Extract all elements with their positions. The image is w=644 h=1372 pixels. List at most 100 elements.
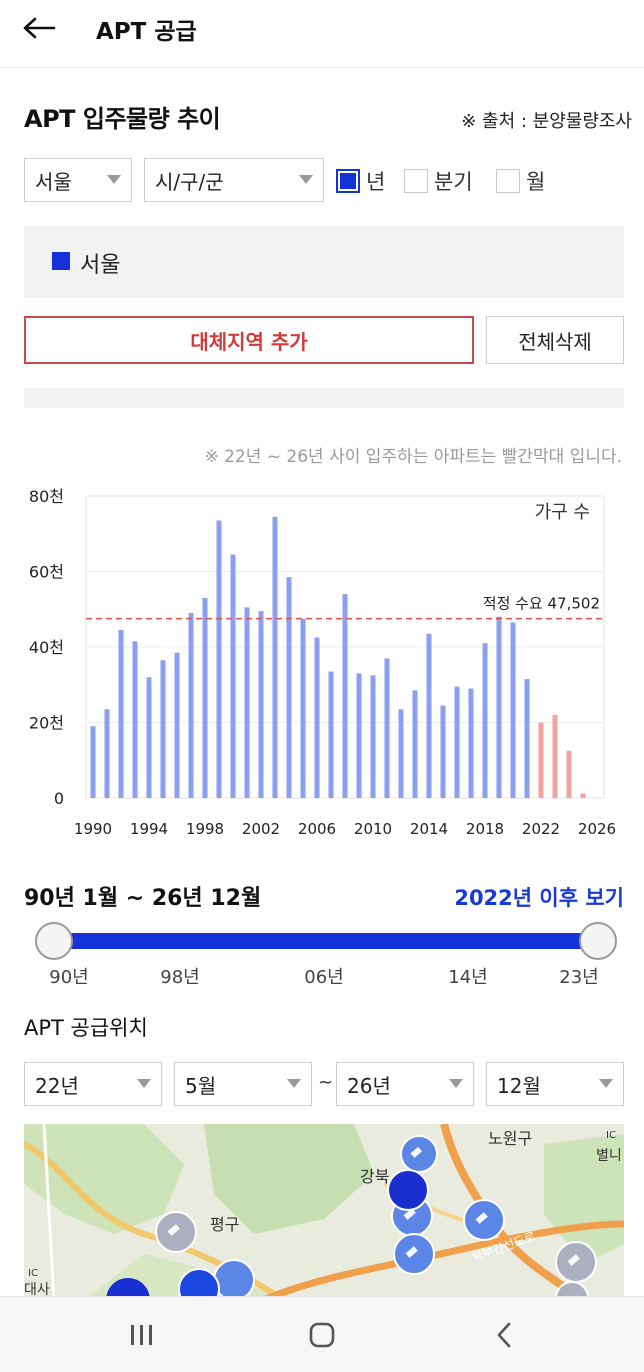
system-nav-bar (0, 1296, 644, 1372)
region-select[interactable]: 서울 (24, 158, 132, 202)
recent-apps-icon (131, 1325, 152, 1345)
district-select-value: 시/구/군 (155, 169, 224, 194)
chart-bar (272, 516, 278, 798)
top-bar: APT 공급 (0, 0, 644, 68)
to-month-value: 12월 (497, 1073, 541, 1098)
add-region-button[interactable]: 대체지역 추가 (24, 316, 474, 364)
region-select-value: 서울 (35, 169, 72, 194)
period-option-month[interactable]: 월 (496, 166, 545, 196)
chevron-down-icon (107, 175, 121, 184)
chart-bar (216, 520, 222, 798)
chart-bar (104, 709, 110, 798)
to-year-value: 26년 (347, 1073, 391, 1098)
back-chevron-icon (497, 1322, 511, 1348)
district-select[interactable]: 시/구/군 (144, 158, 324, 202)
x-tick-label: 1994 (130, 820, 168, 838)
chart-legend-label: 가구 수 (535, 502, 590, 523)
y-tick-label: 0 (54, 789, 64, 808)
chevron-down-icon (287, 1079, 301, 1088)
from-year-select[interactable]: 22년 (24, 1062, 162, 1106)
period-option-year[interactable]: 년 (336, 166, 385, 196)
map-label: 평구 (210, 1215, 239, 1234)
x-tick-label: 2002 (242, 820, 280, 838)
chart-bar (160, 660, 166, 798)
chevron-down-icon (449, 1079, 463, 1088)
arrow-left-icon (23, 17, 56, 39)
chart-bar (356, 673, 362, 798)
range-label: 90년 1월 ~ 26년 12월 (24, 886, 262, 911)
checkbox-unchecked[interactable] (496, 169, 520, 193)
delete-all-button[interactable]: 전체삭제 (486, 316, 624, 364)
to-month-select[interactable]: 12월 (486, 1062, 624, 1106)
chart-bar (118, 630, 124, 798)
chart-bar (174, 652, 180, 798)
supply-map[interactable]: 노원구 강북 평구 북부간선도로 별니 IC IC 대사 (24, 1124, 624, 1300)
slider-tick-label: 90년 (49, 967, 89, 988)
checkbox-unchecked[interactable] (404, 169, 428, 193)
chart-bar (342, 594, 348, 798)
chart-bar (370, 675, 376, 798)
source-note: ※ 출처 : 분양물량조사 (461, 111, 632, 132)
legend-label: 서울 (80, 253, 121, 278)
period-option-label: 분기 (434, 170, 473, 194)
chart-bar (552, 714, 558, 798)
chart-bar (202, 597, 208, 798)
chart-bar (188, 613, 194, 798)
checkbox-checked[interactable] (336, 169, 360, 193)
x-tick-label: 2022 (522, 820, 560, 838)
supply-chart: 0 20천 40천 60천 80천 1990 1994 1998 2002 2006 2010 201… (0, 478, 644, 848)
to-year-select[interactable]: 26년 (336, 1062, 474, 1106)
divider-strip (24, 388, 624, 408)
y-tick-label: 40천 (29, 638, 64, 657)
chart-bar (482, 643, 488, 798)
map-label: 노원구 (488, 1129, 532, 1148)
home-icon (309, 1322, 335, 1348)
chart-bar (146, 677, 152, 798)
chart-bar (132, 641, 138, 798)
chart-bar (538, 722, 544, 798)
map-label: 강북 (360, 1167, 389, 1186)
chart-bar (580, 793, 586, 798)
y-tick-label: 20천 (29, 714, 64, 733)
x-tick-label: 2018 (466, 820, 504, 838)
slider-tick-label: 23년 (559, 967, 599, 988)
chart-bar (384, 658, 390, 798)
chart-bar (426, 633, 432, 798)
section-title: APT 입주물량 추이 (24, 105, 221, 133)
system-back-button[interactable] (474, 1313, 534, 1357)
chart-bar (468, 688, 474, 798)
range-slider-end-handle[interactable] (579, 922, 617, 960)
chart-note: ※ 22년 ~ 26년 사이 입주하는 아파트는 빨간막대 입니다. (204, 447, 622, 467)
x-tick-label: 1998 (186, 820, 224, 838)
from-month-select[interactable]: 5월 (174, 1062, 312, 1106)
recent-apps-button[interactable] (112, 1313, 172, 1357)
period-option-quarter[interactable]: 분기 (404, 166, 473, 196)
chart-bar (314, 637, 320, 798)
chart-bar (566, 750, 572, 798)
chart-bar (454, 686, 460, 798)
after-2022-link[interactable]: 2022년 이후 보기 (454, 886, 624, 910)
page-title: APT 공급 (96, 19, 197, 45)
home-button[interactable] (292, 1313, 352, 1357)
chart-bar (286, 577, 292, 798)
slider-tick-label: 98년 (160, 967, 200, 988)
range-slider-start-handle[interactable] (35, 922, 73, 960)
chart-bar (258, 611, 264, 798)
chart-bar (230, 554, 236, 798)
range-slider-track[interactable] (54, 933, 598, 949)
period-option-label: 년 (366, 170, 386, 194)
bar-chart-svg: 0 20천 40천 60천 80천 1990 1994 1998 2002 2006 2010 201… (29, 487, 616, 838)
chart-bar (244, 607, 250, 798)
chart-bar (496, 616, 502, 798)
period-option-label: 월 (526, 170, 546, 194)
chart-bar (510, 622, 516, 798)
back-button[interactable] (22, 10, 62, 46)
legend-swatch (52, 252, 70, 270)
chart-bar (328, 671, 334, 798)
x-tick-label: 2014 (410, 820, 448, 838)
x-tick-label: 2006 (298, 820, 336, 838)
slider-tick-label: 14년 (448, 967, 488, 988)
reference-line-label: 적정 수요 47,502 (483, 595, 600, 613)
y-tick-label: 80천 (29, 487, 64, 506)
x-tick-label: 2026 (578, 820, 616, 838)
